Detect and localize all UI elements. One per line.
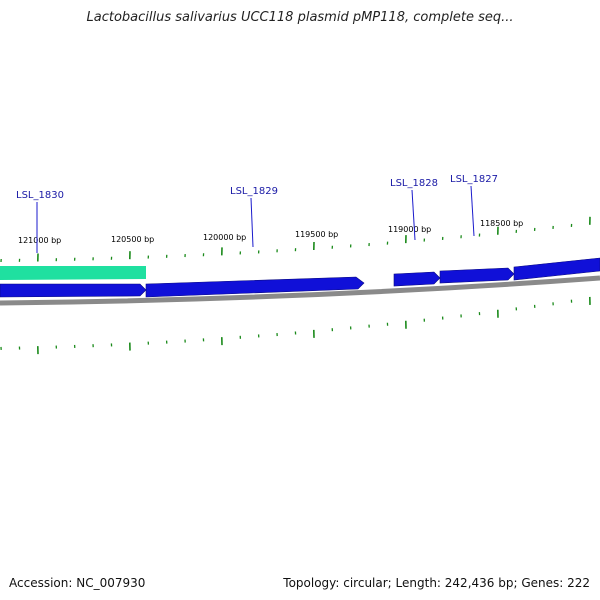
scale-label: 118500 bp xyxy=(480,219,523,228)
scale-labels: 121000 bp 120500 bp 120000 bp 119500 bp … xyxy=(18,219,523,245)
gene-leader-line xyxy=(470,185,475,237)
gene-leader-line xyxy=(411,189,416,241)
scale-ticks-lower xyxy=(0,296,591,355)
gene-arrow-lsl-1828[interactable] xyxy=(393,271,441,287)
topology-summary: Topology: circular; Length: 242,436 bp; … xyxy=(283,576,590,590)
gene-track[interactable] xyxy=(0,257,600,298)
gene-label-lsl-1827[interactable]: LSL_1827 xyxy=(450,174,498,185)
highlight-feature[interactable] xyxy=(0,266,146,280)
gene-leader-line xyxy=(250,197,254,248)
accession-text: Accession: NC_007930 xyxy=(9,576,146,590)
scale-label: 121000 bp xyxy=(18,236,61,245)
scale-label: 119000 bp xyxy=(388,225,431,234)
scale-label: 119500 bp xyxy=(295,230,338,239)
gene-labels[interactable]: LSL_1830 LSL_1829 LSL_1828 LSL_1827 xyxy=(16,174,498,253)
map-title: Lactobacillus salivarius UCC118 plasmid … xyxy=(86,10,514,25)
gene-label-lsl-1830[interactable]: LSL_1830 xyxy=(16,190,64,201)
scale-label: 120000 bp xyxy=(203,233,246,242)
scale-ticks-upper xyxy=(0,216,591,263)
gene-arrow-lsl-1830[interactable] xyxy=(0,283,147,298)
gene-label-lsl-1829[interactable]: LSL_1829 xyxy=(230,186,278,197)
gene-label-lsl-1828[interactable]: LSL_1828 xyxy=(390,178,438,189)
gene-arrow-lsl-1829[interactable] xyxy=(145,276,365,298)
gene-arrow-next[interactable] xyxy=(513,257,600,281)
backbone-track xyxy=(0,275,600,306)
gene-arrow-lsl-1827[interactable] xyxy=(439,267,515,284)
scale-label: 120500 bp xyxy=(111,235,154,244)
